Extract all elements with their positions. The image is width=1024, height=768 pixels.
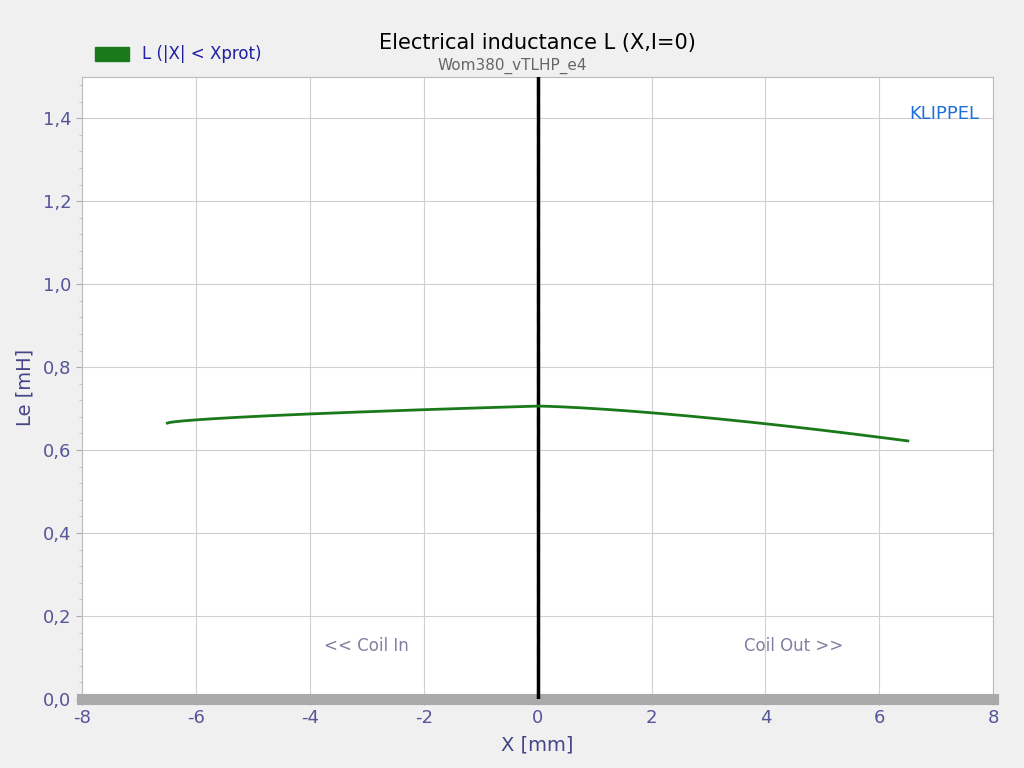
Legend: L (|X| < Xprot): L (|X| < Xprot): [90, 41, 266, 68]
Text: Coil Out >>: Coil Out >>: [744, 637, 844, 655]
X-axis label: X [mm]: X [mm]: [502, 736, 573, 755]
Text: KLIPPEL: KLIPPEL: [909, 104, 980, 123]
Text: << Coil In: << Coil In: [325, 637, 410, 655]
Title: Electrical inductance L (X,I=0): Electrical inductance L (X,I=0): [379, 33, 696, 53]
Text: Wom380_vTLHP_e4: Wom380_vTLHP_e4: [437, 58, 587, 74]
Y-axis label: Le [mH]: Le [mH]: [15, 349, 35, 426]
